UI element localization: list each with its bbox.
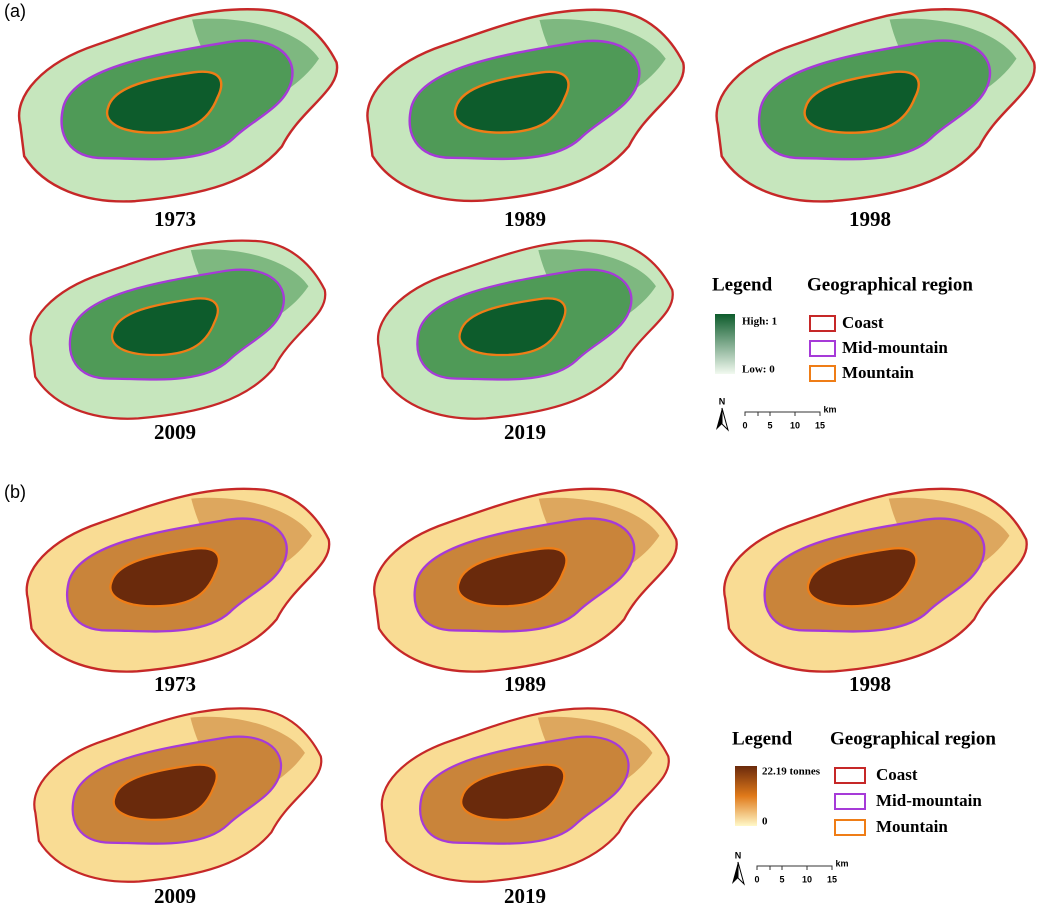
map-year: 1973	[154, 207, 196, 231]
legend-item: Mid-mountain	[876, 791, 982, 810]
scale-tick: 0	[742, 420, 747, 430]
scale-unit: km	[835, 858, 848, 868]
island-map	[374, 489, 677, 672]
legend-swatch	[835, 794, 865, 809]
legend-item: Coast	[842, 313, 884, 332]
scale-tick: 0	[754, 874, 759, 884]
map-year: 2009	[154, 420, 196, 444]
north-arrow	[732, 862, 738, 884]
figure: (a) 1973 1989 1998 2009 2019 Legend High…	[0, 0, 1050, 911]
region-legend-title: Geographical region	[830, 728, 996, 749]
legend-low: Low: 0	[742, 364, 775, 376]
legend-high: High: 1	[742, 316, 777, 328]
legend-swatch	[810, 366, 835, 381]
scale-tick: 5	[767, 420, 772, 430]
island-map	[30, 241, 325, 419]
island-map	[34, 708, 321, 881]
north-arrow	[716, 408, 722, 430]
map-year: 1973	[154, 672, 196, 696]
legend-swatch	[835, 768, 865, 783]
scale-bar	[745, 412, 820, 416]
legend-swatch	[810, 341, 835, 356]
scale-unit: km	[823, 404, 836, 414]
legend-title: Legend	[732, 728, 793, 749]
legend-swatch	[835, 820, 865, 835]
legend-high: 22.19 tonnes	[762, 766, 821, 778]
legend-item: Mid-mountain	[842, 338, 948, 357]
legend-gradient	[735, 766, 757, 826]
island-map	[717, 9, 1035, 201]
panel-b: (b) 1973 1989 1998 2009 2019 Legend 22.1…	[4, 482, 1027, 908]
north-label: N	[735, 850, 742, 860]
map-year: 1989	[504, 672, 546, 696]
scale-tick: 10	[802, 874, 812, 884]
panel-a: (a) 1973 1989 1998 2009 2019 Legend High…	[4, 1, 1035, 444]
legend-low: 0	[762, 816, 768, 828]
legend-title: Legend	[712, 274, 773, 295]
island-map	[19, 9, 337, 201]
north-arrow	[738, 862, 744, 884]
legend-swatch	[810, 316, 835, 331]
island-map	[367, 10, 683, 201]
scale-tick: 15	[827, 874, 837, 884]
scale-tick: 5	[779, 874, 784, 884]
panel-label: (a)	[4, 1, 26, 21]
north-arrow	[722, 408, 728, 430]
legend-gradient	[715, 314, 735, 374]
scale-bar	[757, 866, 832, 870]
map-year: 2009	[154, 884, 196, 908]
region-legend-title: Geographical region	[807, 274, 973, 295]
scale-tick: 10	[790, 420, 800, 430]
island-map	[27, 489, 330, 672]
legend-item: Mountain	[842, 363, 914, 382]
map-year: 2019	[504, 884, 546, 908]
map-year: 1998	[849, 672, 891, 696]
map-year: 1989	[504, 207, 546, 231]
legend-item: Coast	[876, 765, 918, 784]
panel-label: (b)	[4, 482, 26, 502]
map-year: 1998	[849, 207, 891, 231]
scale-tick: 15	[815, 420, 825, 430]
legend-item: Mountain	[876, 817, 948, 836]
north-label: N	[719, 396, 726, 406]
island-map	[724, 489, 1027, 672]
map-year: 2019	[504, 420, 546, 444]
island-map	[382, 708, 669, 881]
island-map	[378, 241, 673, 419]
